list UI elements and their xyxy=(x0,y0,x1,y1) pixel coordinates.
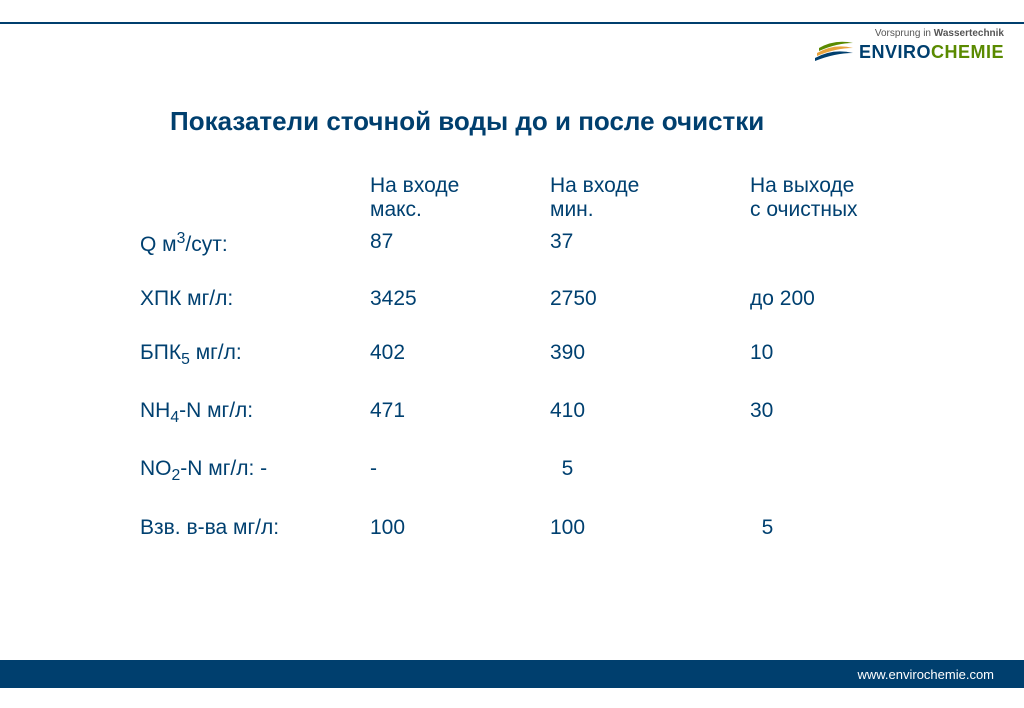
header-divider xyxy=(0,22,1024,24)
value-out: 5 xyxy=(750,516,910,540)
header-col1-line1: На входе xyxy=(370,174,550,198)
table-row: Q м3/сут:8737 xyxy=(140,230,954,257)
table-row: БПК5 мг/л:40239010 xyxy=(140,341,954,369)
logo-tagline: Vorsprung in Wassertechnik xyxy=(813,28,1004,39)
table-row: ХПК мг/л:34252750до 200 xyxy=(140,287,954,311)
logo-wordmark: ENVIROCHEMIE xyxy=(859,42,1004,63)
table-header-row: макс. мин. с очистных xyxy=(140,198,954,222)
header-top-strip xyxy=(0,0,1024,22)
parameters-table: На входе На входе На выходе макс. мин. с… xyxy=(140,170,954,540)
param-label: Взв. в-ва мг/л: xyxy=(140,516,370,540)
value-in-min: 37 xyxy=(550,230,750,254)
header-col3-line1: На выходе xyxy=(750,174,910,198)
value-in-min: 2750 xyxy=(550,287,750,311)
param-label: NO2-N мг/л: - xyxy=(140,457,370,485)
table-header-row: На входе На входе На выходе xyxy=(140,174,954,198)
footer-url: www.envirochemie.com xyxy=(857,667,994,682)
value-in-max: 402 xyxy=(370,341,550,365)
value-in-max: 471 xyxy=(370,399,550,423)
tagline-prefix: Vorsprung in xyxy=(875,28,934,39)
logo-part1: ENVIRO xyxy=(859,42,931,63)
header-col1-line2: макс. xyxy=(370,198,550,222)
value-in-max: - xyxy=(370,457,550,481)
logo: Vorsprung in Wassertechnik ENVIROCHEMIE xyxy=(813,28,1004,63)
table-row: NO2-N мг/л: -- 5 xyxy=(140,457,954,485)
param-label: NH4-N мг/л: xyxy=(140,399,370,427)
value-in-max: 100 xyxy=(370,516,550,540)
value-in-min: 410 xyxy=(550,399,750,423)
tagline-bold: Wassertechnik xyxy=(934,28,1004,39)
param-label: Q м3/сут: xyxy=(140,230,370,257)
logo-part2: CHEMIE xyxy=(931,42,1004,63)
table-row: Взв. в-ва мг/л:100100 5 xyxy=(140,516,954,540)
logo-wrap: ENVIROCHEMIE xyxy=(813,41,1004,63)
param-label: БПК5 мг/л: xyxy=(140,341,370,369)
value-in-max: 87 xyxy=(370,230,550,254)
page-title: Показатели сточной воды до и после очист… xyxy=(170,106,764,137)
header-col2-line2: мин. xyxy=(550,198,750,222)
value-out: до 200 xyxy=(750,287,910,311)
footer-bar: www.envirochemie.com xyxy=(0,660,1024,688)
header-col3-line2: с очистных xyxy=(750,198,910,222)
value-in-min: 390 xyxy=(550,341,750,365)
value-out: 10 xyxy=(750,341,910,365)
swoosh-icon xyxy=(813,41,855,63)
value-in-max: 3425 xyxy=(370,287,550,311)
value-in-min: 100 xyxy=(550,516,750,540)
value-in-min: 5 xyxy=(550,457,750,481)
header-col2-line1: На входе xyxy=(550,174,750,198)
table-row: NH4-N мг/л:47141030 xyxy=(140,399,954,427)
param-label: ХПК мг/л: xyxy=(140,287,370,311)
value-out: 30 xyxy=(750,399,910,423)
